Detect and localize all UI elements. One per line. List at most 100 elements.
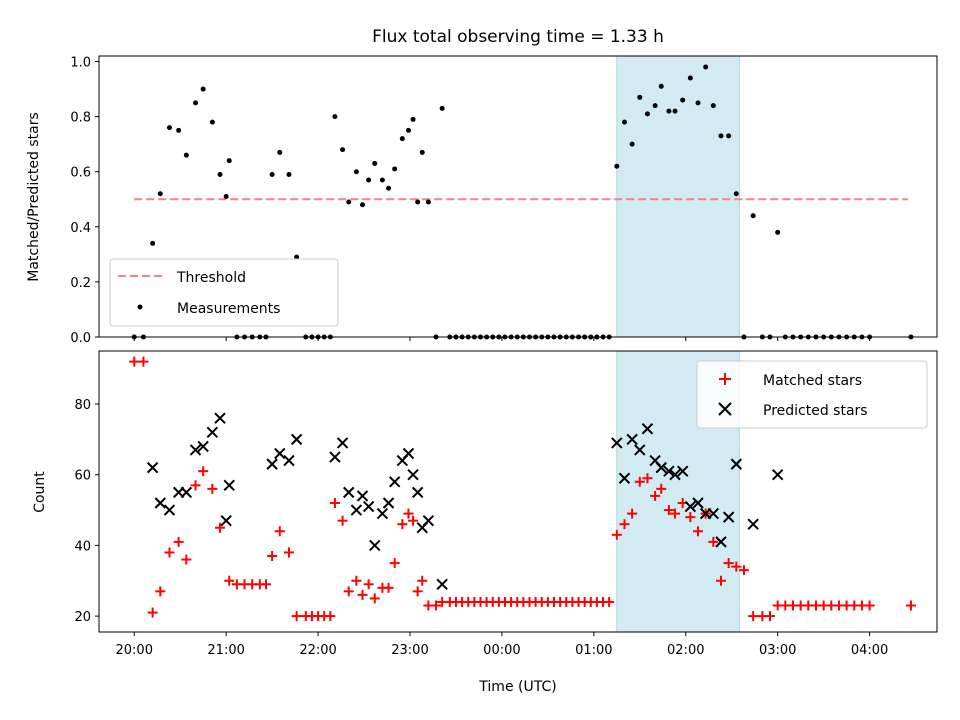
measurement-point bbox=[332, 114, 338, 120]
measurement-point bbox=[718, 133, 724, 139]
predicted-legend-swatch bbox=[718, 402, 732, 416]
predicted-star-point bbox=[402, 447, 415, 460]
measurement-point bbox=[346, 199, 352, 205]
predicted-star-point bbox=[163, 504, 176, 516]
bottom-y-tick-label: 80 bbox=[74, 398, 91, 413]
measurement-point bbox=[193, 100, 199, 106]
predicted-star-point bbox=[350, 504, 363, 516]
measurement-point bbox=[859, 334, 865, 340]
matched-star-point bbox=[685, 512, 696, 523]
measurement-point bbox=[410, 116, 416, 122]
bottom-x-tick-label: 04:00 bbox=[851, 643, 888, 658]
measurement-point bbox=[439, 105, 445, 111]
measurement-point bbox=[652, 103, 658, 109]
chart-title: Flux total observing time = 1.33 h bbox=[372, 27, 664, 47]
measurement-point bbox=[353, 169, 359, 175]
measurement-point bbox=[582, 334, 588, 340]
x-axis-label: Time (UTC) bbox=[478, 679, 556, 695]
matched-star-point bbox=[369, 593, 380, 604]
measurement-point bbox=[621, 119, 627, 125]
predicted-star-point bbox=[220, 514, 232, 527]
matched-legend-swatch bbox=[719, 373, 731, 385]
measurement-point bbox=[908, 334, 914, 340]
predicted-star-point bbox=[611, 437, 623, 449]
predicted-star-point bbox=[618, 472, 631, 484]
measurement-point bbox=[269, 171, 275, 177]
measurement-point bbox=[520, 334, 526, 340]
matched-star-point bbox=[670, 508, 681, 519]
predicted-star-point bbox=[422, 514, 435, 527]
matched-star-point bbox=[431, 600, 442, 611]
top-y-tick-label: 0.0 bbox=[70, 331, 91, 346]
measurement-point bbox=[157, 191, 163, 197]
measurement-point bbox=[606, 334, 612, 340]
measurement-point bbox=[782, 334, 788, 340]
predicted-star-point bbox=[436, 578, 448, 590]
measurement-point bbox=[680, 97, 686, 103]
matched-star-point bbox=[403, 508, 414, 519]
predicted-star-point bbox=[266, 458, 278, 470]
measurement-point bbox=[726, 133, 732, 139]
measurement-point bbox=[419, 149, 425, 155]
measurement-point bbox=[775, 229, 781, 235]
matched-star-point bbox=[351, 575, 362, 586]
predicted-star-point bbox=[676, 465, 689, 477]
predicted-star-point bbox=[356, 490, 369, 502]
matched-star-point bbox=[663, 505, 674, 516]
measurement-point bbox=[294, 254, 300, 260]
measurement-point bbox=[209, 119, 215, 125]
matched-star-point bbox=[215, 522, 226, 533]
measurement-point bbox=[539, 334, 545, 340]
matched-star-point bbox=[656, 483, 667, 494]
predicted-star-point bbox=[206, 426, 219, 439]
predicted-star-point bbox=[655, 461, 667, 474]
predicted-star-point bbox=[634, 444, 646, 456]
matched-star-point bbox=[357, 589, 368, 600]
measurement-point bbox=[425, 199, 431, 205]
predicted-star-point bbox=[197, 440, 209, 453]
predicted-legend-label: Predicted stars bbox=[763, 403, 868, 419]
matched-star-point bbox=[164, 547, 175, 558]
matched-star-point bbox=[138, 356, 149, 367]
matched-star-point bbox=[748, 611, 759, 622]
matched-star-point bbox=[397, 519, 408, 530]
matched-star-point bbox=[650, 490, 661, 501]
measurement-point bbox=[459, 334, 465, 340]
measurement-point bbox=[666, 108, 672, 114]
measurement-point bbox=[750, 213, 756, 219]
measurement-point bbox=[140, 334, 146, 340]
measurement-point bbox=[150, 240, 156, 246]
measurement-point bbox=[234, 334, 240, 340]
measurement-point bbox=[303, 334, 309, 340]
measurement-point bbox=[508, 334, 514, 340]
predicted-star-point bbox=[411, 486, 424, 499]
matched-star-point bbox=[155, 586, 166, 597]
matched-star-point bbox=[389, 558, 400, 569]
measurement-point bbox=[226, 158, 232, 164]
matched-star-point bbox=[198, 466, 209, 477]
measurement-point bbox=[131, 334, 137, 340]
measurement-point bbox=[277, 149, 283, 155]
bottom-x-tick-label: 02:00 bbox=[667, 643, 704, 658]
predicted-star-point bbox=[663, 465, 675, 477]
measurement-point bbox=[242, 334, 248, 340]
top-panel: 0.0 0.2 0.4 0.6 0.8 1.0 bbox=[70, 55, 938, 346]
predicted-star-point bbox=[747, 518, 759, 530]
measurement-point bbox=[496, 334, 502, 340]
bottom-legend-box bbox=[696, 360, 928, 429]
predicted-star-point bbox=[376, 507, 389, 520]
measurement-point bbox=[453, 334, 459, 340]
measurement-point bbox=[821, 334, 827, 340]
measurement-point bbox=[249, 334, 255, 340]
predicted-star-point bbox=[283, 454, 295, 467]
top-legend: Threshold Measurements bbox=[109, 258, 339, 327]
measurement-point bbox=[851, 334, 857, 340]
matched-star-point bbox=[383, 582, 394, 593]
predicted-star-point bbox=[669, 469, 681, 481]
bottom-x-tick-label: 22:00 bbox=[299, 643, 336, 658]
measurement-point bbox=[372, 160, 378, 166]
bottom-x-tick-label: 01:00 bbox=[575, 643, 612, 658]
measurement-point bbox=[405, 127, 411, 133]
bottom-x-tick-label: 20:00 bbox=[116, 643, 153, 658]
measurement-point bbox=[526, 334, 532, 340]
